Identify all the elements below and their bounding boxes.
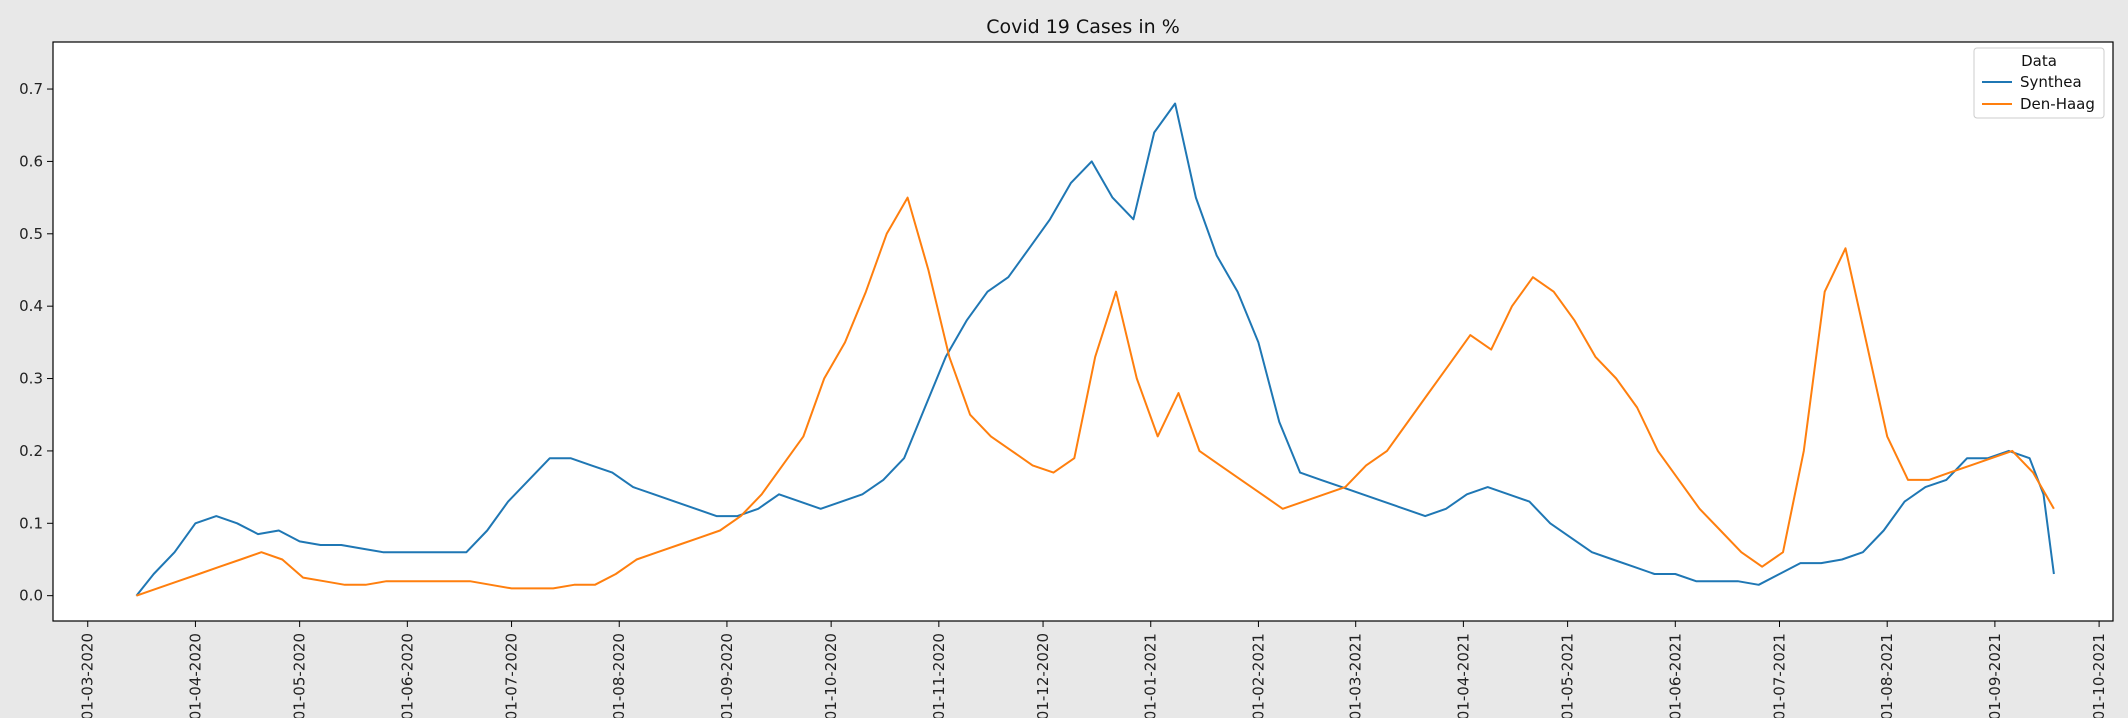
- legend: Data Synthea Den-Haag: [1973, 47, 2105, 119]
- chart-title: Covid 19 Cases in %: [986, 16, 1180, 38]
- x-tick-label: 01-02-2021: [1249, 633, 1267, 718]
- x-tick-label: 01-04-2021: [1454, 633, 1472, 718]
- y-axis: 0.0 0.1 0.2 0.3 0.4 0.5 0.6 0.7: [19, 80, 53, 605]
- legend-label-den-haag: Den-Haag: [2020, 95, 2095, 113]
- legend-label-synthea: Synthea: [2020, 73, 2082, 91]
- legend-title: Data: [2021, 52, 2057, 70]
- legend-box: [1973, 47, 2105, 119]
- x-axis: 01-03-2020 01-04-2020 01-05-2020 01-06-2020…: [79, 621, 2108, 718]
- x-tick-label: 01-03-2021: [1347, 633, 1365, 718]
- x-tick-label: 01-05-2021: [1559, 633, 1577, 718]
- x-tick-label: 01-08-2021: [1878, 633, 1896, 718]
- x-tick-label: 01-07-2021: [1771, 633, 1789, 718]
- x-tick-label: 01-06-2020: [398, 633, 416, 718]
- y-tick-label: 0.2: [19, 442, 43, 460]
- y-tick-label: 0.3: [19, 370, 43, 388]
- x-tick-label: 01-01-2021: [1142, 633, 1160, 718]
- y-tick-label: 0.1: [19, 514, 43, 532]
- x-tick-label: 01-04-2020: [186, 633, 204, 718]
- y-tick-label: 0.5: [19, 225, 43, 243]
- y-tick-label: 0.6: [19, 152, 43, 170]
- x-tick-label: 01-10-2020: [822, 633, 840, 718]
- x-tick-label: 01-03-2020: [79, 633, 97, 718]
- x-tick-label: 01-05-2020: [291, 633, 309, 718]
- x-tick-label: 01-08-2020: [610, 633, 628, 718]
- x-tick-label: 01-07-2020: [503, 633, 521, 718]
- x-tick-label: 01-09-2021: [1986, 633, 2004, 718]
- y-tick-label: 0.7: [19, 80, 43, 98]
- series-line-den-haag: [136, 196, 2055, 597]
- x-tick-label: 01-12-2020: [1034, 633, 1052, 718]
- x-tick-label: 01-11-2020: [930, 633, 948, 718]
- x-tick-label: 01-09-2020: [718, 633, 736, 718]
- plot-area: [52, 41, 2114, 622]
- y-tick-label: 0.0: [19, 587, 43, 605]
- x-tick-label: 01-10-2021: [2090, 633, 2108, 718]
- x-tick-label: 01-06-2021: [1666, 633, 1684, 718]
- series-line-synthea: [135, 102, 2055, 597]
- y-tick-label: 0.4: [19, 297, 43, 315]
- series-layer: [135, 102, 2055, 597]
